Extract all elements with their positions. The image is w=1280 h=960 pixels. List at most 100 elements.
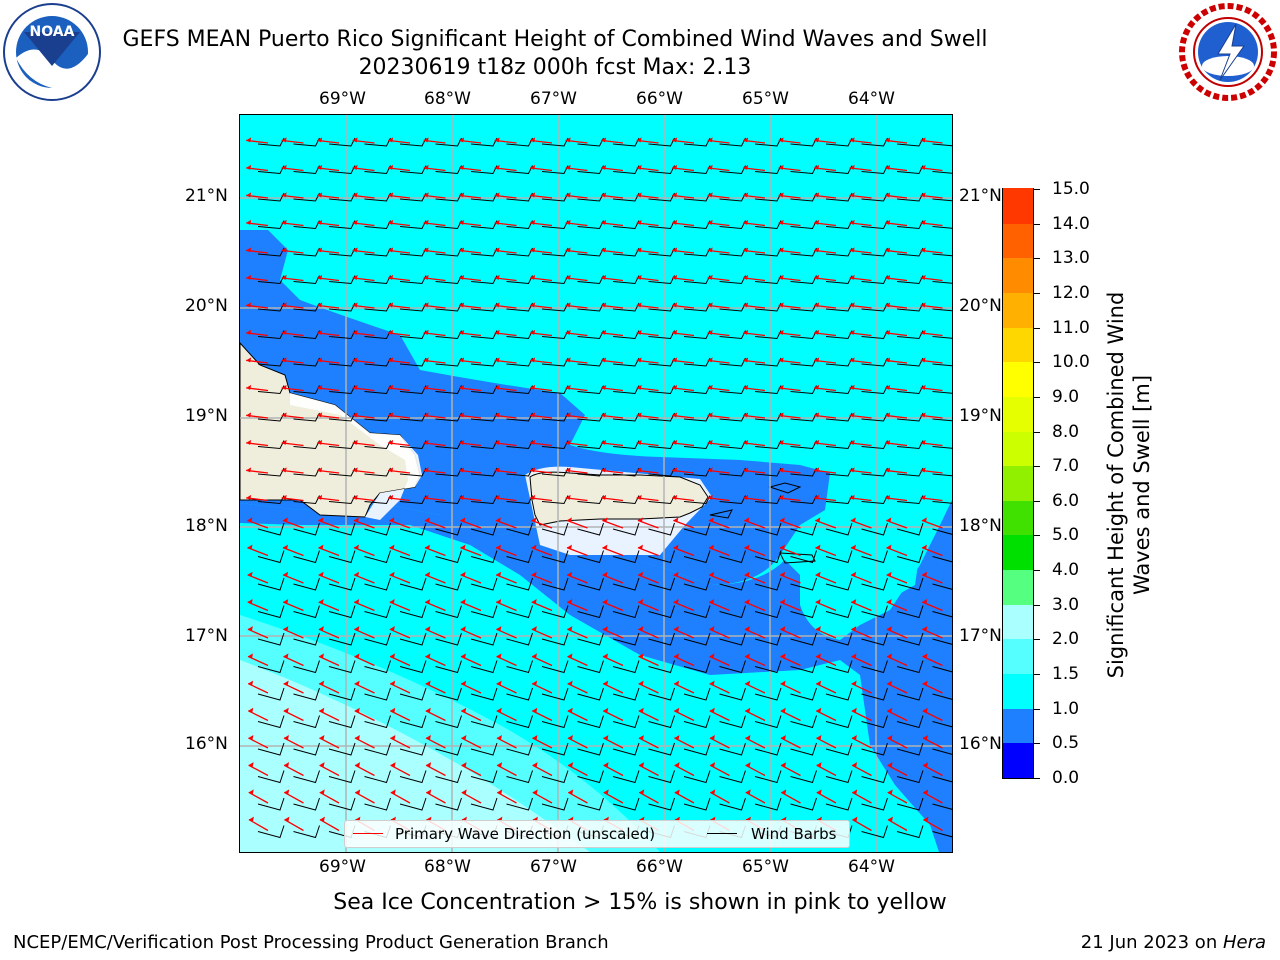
wave-direction-arrowhead [601, 164, 607, 170]
wave-direction-arrowhead [388, 192, 394, 198]
wave-direction-arrowhead [247, 653, 253, 659]
wind-barb [506, 632, 533, 646]
wind-barb [932, 198, 952, 202]
wind-barb [896, 522, 924, 536]
wave-direction-arrowhead [744, 544, 750, 550]
nws-logo [1178, 2, 1278, 102]
wind-barb [328, 742, 356, 756]
wave-direction-arrowhead [672, 494, 678, 500]
wave-direction-arrowhead [317, 467, 323, 473]
wave-direction-arrowhead [849, 357, 855, 363]
wave-direction-arrowhead [707, 467, 713, 473]
wind-barb [506, 770, 533, 784]
wave-direction-arrow [319, 791, 340, 804]
wave-direction-arrowhead [638, 598, 644, 604]
wave-direction-arrowhead [317, 137, 323, 143]
wave-direction-arrowhead [743, 274, 749, 280]
wind-barb [364, 632, 391, 646]
wave-direction-arrowhead [636, 137, 642, 143]
lat-label-right: 16°N [959, 734, 1002, 754]
wave-direction-arrowhead [281, 357, 287, 363]
wave-direction-arrowhead [639, 789, 645, 795]
wave-direction-arrowhead [281, 467, 287, 473]
wave-direction-arrowhead [851, 571, 857, 577]
st-croix-island [779, 552, 816, 564]
colorbar-tick-mark [1034, 431, 1040, 433]
wave-direction-arrowhead [921, 544, 927, 550]
wind-barb [470, 522, 498, 536]
wind-barb [719, 605, 746, 619]
wave-direction-arrowhead [778, 137, 784, 143]
wave-direction-arrow [567, 737, 588, 749]
wind-barb [932, 666, 952, 673]
wind-barb [932, 143, 952, 147]
wave-direction-arrowhead [388, 467, 394, 473]
lat-label-left: 21°N [185, 186, 228, 206]
wave-direction-arrowhead [780, 571, 786, 577]
wave-direction-arrowhead [745, 680, 751, 686]
colorbar-tick-mark [1034, 396, 1040, 398]
wind-barb [364, 605, 391, 619]
wave-direction-arrowhead [707, 164, 713, 170]
wave-direction-arrowhead [780, 734, 786, 740]
wave-direction-arrowhead [246, 164, 252, 170]
wave-direction-arrow [816, 791, 837, 804]
wave-direction-arrowhead [494, 384, 500, 390]
colorbar-tick-mark [1034, 604, 1040, 606]
wind-barb [648, 522, 675, 536]
wind-barb [612, 577, 640, 591]
wave-direction-arrowhead [707, 357, 713, 363]
wind-barb [435, 522, 462, 536]
wave-direction-arrow [709, 791, 730, 804]
wind-barb [293, 770, 320, 784]
wave-direction-arrowhead [319, 762, 325, 768]
wave-direction-arrowhead [281, 219, 287, 225]
wave-direction-arrowhead [352, 247, 358, 253]
wind-barb [790, 632, 817, 646]
wave-direction-arrowhead [744, 626, 750, 632]
wave-direction-arrowhead [923, 816, 929, 822]
wave-direction-arrowhead [246, 384, 252, 390]
wave-direction-arrowhead [849, 494, 855, 500]
wave-direction-arrow [922, 791, 943, 804]
lon-label-bottom: 69°W [319, 857, 366, 877]
wave-direction-arrowhead [317, 494, 323, 500]
wave-direction-arrowhead [352, 439, 358, 445]
wave-direction-arrowhead [530, 164, 536, 170]
wave-direction-arrowhead [317, 329, 323, 335]
wave-direction-arrowhead [707, 329, 713, 335]
wave-direction-arrowhead [352, 384, 358, 390]
wind-barb [790, 742, 817, 756]
wave-direction-arrowhead [920, 494, 926, 500]
wave-direction-arrowhead [601, 412, 607, 418]
lon-label-bottom: 65°W [742, 857, 789, 877]
wave-direction-arrowhead [744, 517, 750, 523]
wave-direction-arrow [248, 819, 269, 832]
lat-label-left: 20°N [185, 296, 228, 316]
wave-direction-arrowhead [388, 274, 394, 280]
colorbar-tick-mark [1034, 466, 1040, 468]
wave-direction-arrowhead [389, 517, 395, 523]
wind-barb [719, 687, 746, 701]
wind-barb [896, 577, 924, 591]
colorbar-band [1003, 257, 1033, 293]
wave-direction-arrowhead [672, 357, 678, 363]
wave-direction-arrowhead [707, 137, 713, 143]
wave-direction-arrowhead [460, 517, 466, 523]
wave-direction-arrowhead [424, 544, 430, 550]
wave-direction-arrowhead [710, 789, 716, 795]
wave-direction-arrowhead [709, 626, 715, 632]
wave-direction-arrowhead [565, 494, 571, 500]
colorbar-band [1003, 430, 1033, 467]
wave-direction-arrowhead [461, 762, 467, 768]
wave-direction-arrowhead [779, 517, 785, 523]
wave-direction-arrowhead [281, 192, 287, 198]
wave-direction-arrow [638, 737, 659, 749]
wave-direction-arrowhead [530, 357, 536, 363]
wind-barb [612, 605, 640, 619]
wave-direction-arrowhead [248, 762, 254, 768]
wave-direction-arrowhead [672, 412, 678, 418]
wave-direction-arrowhead [318, 598, 324, 604]
wave-direction-arrowhead [885, 329, 891, 335]
wave-direction-arrowhead [390, 707, 396, 713]
